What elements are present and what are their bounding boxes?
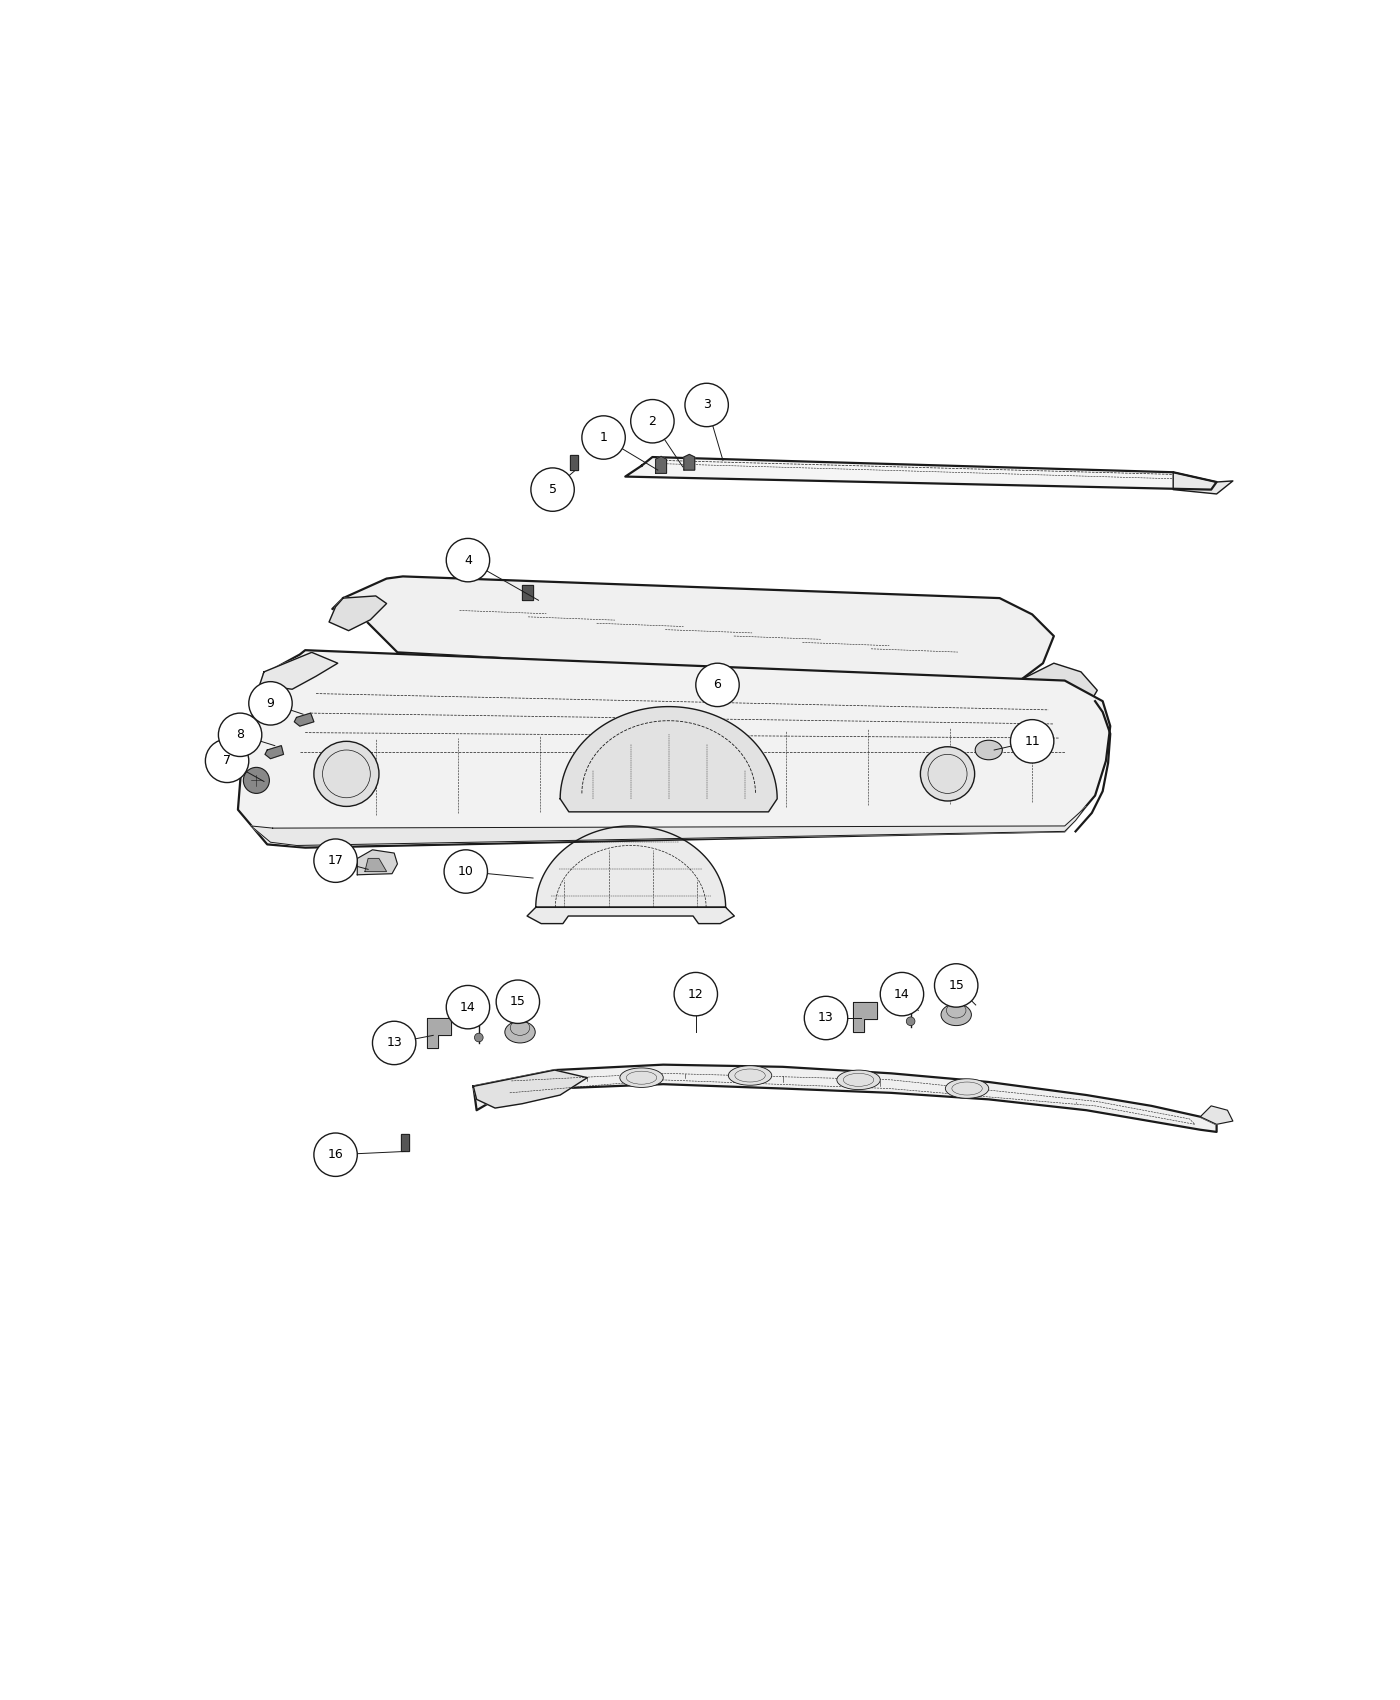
- Polygon shape: [473, 1069, 588, 1108]
- Text: 14: 14: [895, 988, 910, 1001]
- Polygon shape: [238, 649, 1110, 848]
- Circle shape: [475, 1034, 483, 1042]
- Text: 11: 11: [1025, 734, 1040, 748]
- Polygon shape: [473, 1064, 1217, 1132]
- Text: 3: 3: [703, 398, 711, 411]
- Text: 13: 13: [818, 1012, 834, 1025]
- Text: 9: 9: [266, 697, 274, 711]
- Text: 4: 4: [463, 554, 472, 566]
- Circle shape: [920, 746, 974, 801]
- Circle shape: [804, 996, 848, 1040]
- Circle shape: [934, 964, 977, 1006]
- Text: 13: 13: [386, 1037, 402, 1049]
- Polygon shape: [365, 858, 386, 872]
- Circle shape: [372, 1022, 416, 1064]
- Text: 14: 14: [461, 1001, 476, 1013]
- Polygon shape: [329, 597, 386, 631]
- Ellipse shape: [945, 1080, 988, 1098]
- Circle shape: [447, 539, 490, 581]
- Text: 5: 5: [549, 483, 557, 496]
- Polygon shape: [1173, 473, 1233, 495]
- Circle shape: [496, 979, 539, 1023]
- Polygon shape: [400, 1134, 409, 1151]
- Circle shape: [444, 850, 487, 892]
- Circle shape: [314, 1132, 357, 1176]
- Text: 17: 17: [328, 853, 343, 867]
- Polygon shape: [853, 1001, 876, 1032]
- Text: 12: 12: [687, 988, 704, 1001]
- Polygon shape: [570, 456, 578, 471]
- Polygon shape: [427, 1018, 451, 1049]
- Text: 16: 16: [328, 1148, 343, 1161]
- Polygon shape: [251, 806, 1086, 845]
- Circle shape: [881, 972, 924, 1017]
- Ellipse shape: [941, 1005, 972, 1025]
- Text: 15: 15: [510, 994, 526, 1008]
- Ellipse shape: [620, 1068, 664, 1088]
- Circle shape: [696, 663, 739, 707]
- Polygon shape: [655, 456, 666, 473]
- Circle shape: [206, 740, 249, 782]
- Circle shape: [314, 840, 357, 882]
- Ellipse shape: [976, 740, 1002, 760]
- Ellipse shape: [728, 1066, 771, 1085]
- Circle shape: [218, 712, 262, 756]
- Circle shape: [249, 682, 293, 724]
- Polygon shape: [522, 585, 533, 600]
- Circle shape: [582, 416, 626, 459]
- Text: 1: 1: [599, 432, 608, 444]
- Circle shape: [314, 741, 379, 806]
- Polygon shape: [1200, 1107, 1233, 1124]
- Polygon shape: [265, 746, 283, 758]
- Circle shape: [244, 767, 269, 794]
- Polygon shape: [560, 707, 777, 813]
- Text: 10: 10: [458, 865, 473, 877]
- Text: 15: 15: [948, 979, 965, 991]
- Ellipse shape: [837, 1069, 881, 1090]
- Circle shape: [685, 382, 728, 427]
- Ellipse shape: [505, 1022, 535, 1042]
- Text: 7: 7: [223, 755, 231, 767]
- Polygon shape: [357, 850, 398, 876]
- Circle shape: [630, 400, 675, 444]
- Circle shape: [531, 468, 574, 512]
- Polygon shape: [332, 576, 1054, 685]
- Circle shape: [1011, 719, 1054, 763]
- Text: 8: 8: [237, 728, 244, 741]
- Polygon shape: [1022, 663, 1098, 716]
- Text: 6: 6: [714, 678, 721, 692]
- Polygon shape: [259, 653, 337, 689]
- Circle shape: [673, 972, 717, 1017]
- Polygon shape: [626, 457, 1217, 490]
- Text: 2: 2: [648, 415, 657, 428]
- Polygon shape: [683, 454, 694, 471]
- Circle shape: [906, 1017, 916, 1025]
- Polygon shape: [294, 712, 314, 726]
- Circle shape: [447, 986, 490, 1028]
- Polygon shape: [526, 826, 735, 923]
